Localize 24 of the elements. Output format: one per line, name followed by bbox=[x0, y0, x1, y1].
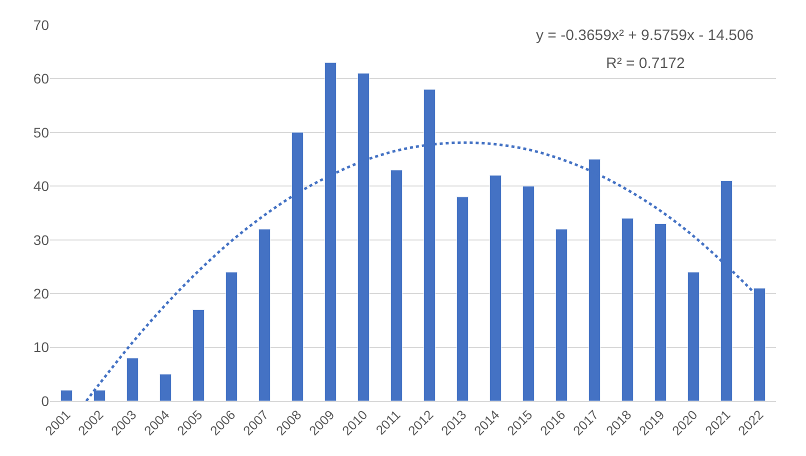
bar bbox=[192, 309, 205, 401]
bar bbox=[621, 218, 634, 401]
bar bbox=[456, 196, 469, 401]
annotation: R² = 0.7172 bbox=[606, 55, 685, 72]
y-tick-label: 10 bbox=[33, 339, 50, 356]
bar bbox=[159, 374, 172, 401]
y-tick-label: 30 bbox=[33, 232, 50, 248]
y-tick-label: 20 bbox=[33, 285, 50, 302]
bar bbox=[687, 272, 700, 401]
bar bbox=[555, 228, 568, 401]
y-tick-label: 70 bbox=[33, 16, 50, 33]
bar bbox=[258, 228, 271, 401]
bar bbox=[60, 390, 73, 401]
y-tick-label: 60 bbox=[33, 70, 50, 87]
annotation: y = -0.3659x² + 9.5759x - 14.506 bbox=[536, 27, 754, 44]
y-tick-label: 40 bbox=[33, 178, 50, 194]
y-tick-label: 50 bbox=[33, 124, 50, 140]
bar bbox=[390, 170, 403, 401]
bar bbox=[654, 223, 667, 401]
bar bbox=[489, 175, 502, 401]
bar bbox=[522, 186, 535, 401]
y-tick-label: 0 bbox=[41, 392, 50, 409]
bar bbox=[126, 358, 139, 401]
bar bbox=[225, 272, 238, 401]
